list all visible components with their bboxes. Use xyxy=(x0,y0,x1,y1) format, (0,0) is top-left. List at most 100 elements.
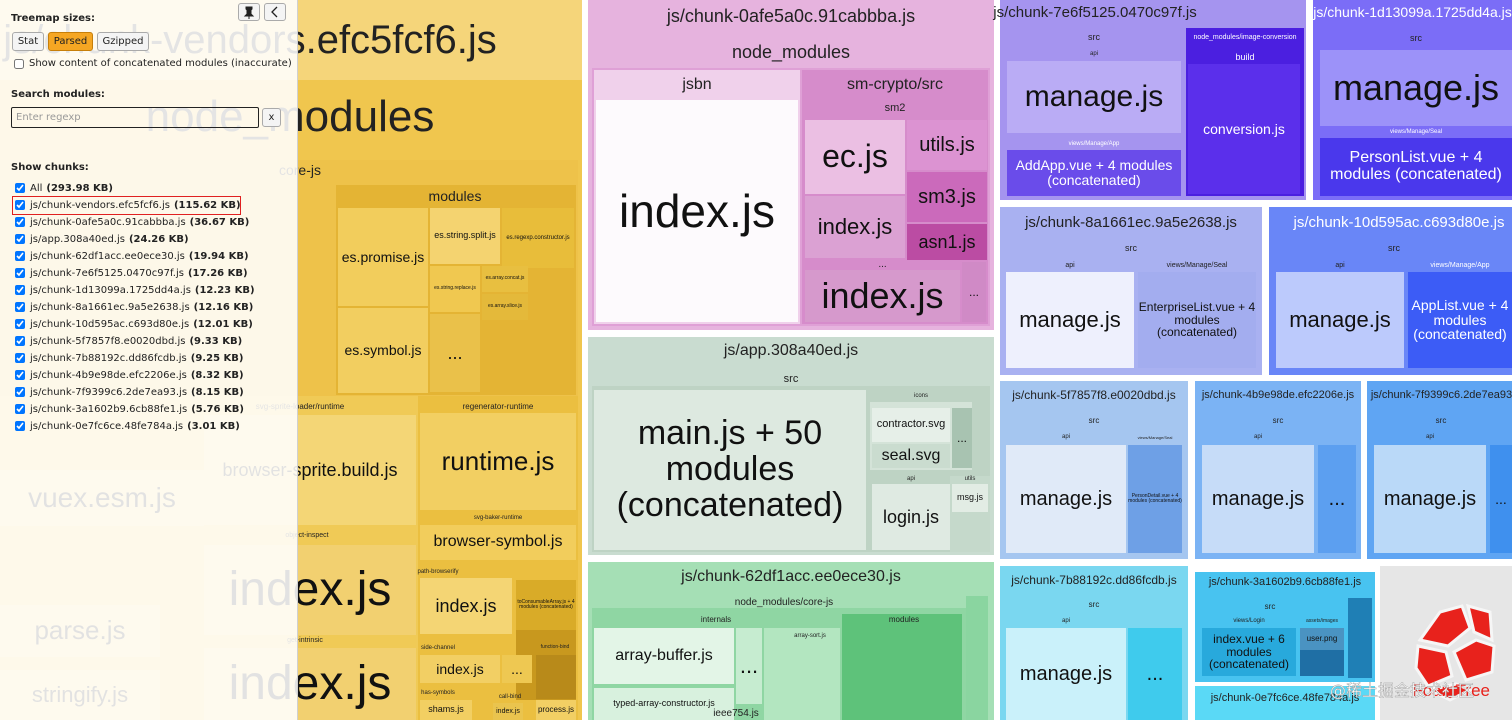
size-button[interactable]: Gzipped xyxy=(97,32,149,51)
group-label[interactable]: js/chunk-10d595ac.c693d80e.js xyxy=(1293,213,1505,231)
group-label[interactable]: js/chunk-0afe5a0c.91cabbba.js xyxy=(666,5,916,26)
chunk-checkbox[interactable] xyxy=(15,200,25,210)
group-label[interactable]: js/chunk-1d13099a.1725dd4a.js xyxy=(1313,4,1512,20)
group-label[interactable]: src xyxy=(1088,415,1100,425)
chunk-checkbox[interactable] xyxy=(15,251,25,261)
group-label[interactable]: views/Manage/Seal xyxy=(1389,129,1443,135)
module-cell[interactable]: ... xyxy=(502,655,532,683)
module-cell[interactable]: PersonList.vue + 4 modules (concatenated… xyxy=(1320,138,1512,196)
module-cell[interactable]: manage.js xyxy=(1006,272,1134,368)
module-cell[interactable]: login.js xyxy=(872,484,950,550)
group-label[interactable]: js/chunk-62df1acc.ee0ece30.js xyxy=(681,568,901,585)
module-cell[interactable]: runtime.js xyxy=(420,413,576,510)
module-cell[interactable]: AddApp.vue + 4 modules (concatenated) xyxy=(1007,150,1181,196)
group-label[interactable]: build xyxy=(1235,52,1255,62)
module-cell[interactable]: manage.js xyxy=(1374,445,1486,553)
module-cell[interactable]: ... xyxy=(430,314,480,392)
module-cell[interactable]: manage.js xyxy=(1006,445,1126,553)
module-cell[interactable]: browser-symbol.js xyxy=(420,525,576,560)
group-label[interactable]: api xyxy=(1065,261,1075,269)
module-cell[interactable]: es.promise.js xyxy=(338,208,428,306)
group-label[interactable]: node_modules/core-js xyxy=(734,596,834,608)
group-label[interactable]: api xyxy=(906,476,915,482)
group-label[interactable]: src xyxy=(1410,33,1422,43)
module-cell[interactable]: asn1.js xyxy=(907,224,987,260)
group-label[interactable]: src xyxy=(1435,415,1447,425)
module-cell[interactable]: manage.js xyxy=(1320,50,1512,126)
chunk-checkbox[interactable] xyxy=(15,302,25,312)
module-cell[interactable]: index.js xyxy=(805,270,960,322)
group-label[interactable]: src xyxy=(1088,599,1100,609)
group-label[interactable]: js/chunk-5f7857f8.e0020dbd.js xyxy=(1012,388,1176,402)
group-label[interactable]: src xyxy=(1088,32,1100,42)
concat-checkbox[interactable] xyxy=(14,58,24,69)
module-cell[interactable]: manage.js xyxy=(1006,628,1126,720)
module-cell[interactable]: es.string.replace.js xyxy=(430,266,480,312)
group-label[interactable]: jsbn xyxy=(682,76,712,93)
chunk-checkbox[interactable] xyxy=(15,404,25,414)
group-label[interactable]: icons xyxy=(913,393,928,399)
module-cell[interactable]: index.js xyxy=(420,655,500,683)
group-label[interactable]: js/chunk-3a1602b9.6cb88fe1.js xyxy=(1208,576,1362,588)
module-cell[interactable]: index.js xyxy=(493,703,523,720)
group-label[interactable]: ieee754.js xyxy=(713,707,759,719)
group-label[interactable]: ... xyxy=(878,258,887,270)
group-label[interactable]: api xyxy=(1253,434,1262,440)
module-cell[interactable]: typed-array-constructor.js xyxy=(594,688,734,720)
group-label[interactable]: js/chunk-7b88192c.dd86fcdb.js xyxy=(1011,573,1177,587)
group-label[interactable]: api xyxy=(1335,261,1345,269)
group-label[interactable]: has-symbols xyxy=(421,690,455,696)
group-label[interactable]: modules xyxy=(888,614,920,624)
group-label[interactable]: api xyxy=(1089,51,1098,57)
module-cell[interactable]: array-buffer.js xyxy=(594,628,734,684)
group-label[interactable]: views/Login xyxy=(1233,618,1265,624)
group-label[interactable]: src xyxy=(1125,243,1137,253)
group-label[interactable]: modules xyxy=(428,188,482,204)
module-cell[interactable]: es.string.split.js xyxy=(430,208,500,264)
module-cell[interactable]: ... xyxy=(952,408,972,468)
module-cell[interactable]: manage.js xyxy=(1276,272,1404,368)
group-label[interactable]: api xyxy=(1061,618,1070,624)
group-label[interactable]: js/chunk-8a1661ec.9a5e2638.js xyxy=(1025,213,1237,231)
module-cell[interactable]: index.js xyxy=(420,578,512,634)
group-label[interactable]: side-channel xyxy=(420,645,456,651)
module-cell[interactable]: contractor.svg xyxy=(872,408,950,442)
group-label[interactable]: src xyxy=(1388,243,1400,253)
module-cell[interactable]: toConsumableArray.js + 4 modules (concat… xyxy=(516,580,576,630)
group-label[interactable]: src xyxy=(1264,601,1276,611)
module-cell[interactable]: AppList.vue + 4 modules (concatenated) xyxy=(1408,272,1512,368)
chunk-checkbox[interactable] xyxy=(15,217,25,227)
group-label[interactable]: js/chunk-7f9399c6.2de7ea93.js xyxy=(1370,389,1512,401)
group-label[interactable]: assets/images xyxy=(1306,618,1338,624)
pin-button[interactable] xyxy=(238,3,260,21)
clear-button[interactable]: x xyxy=(262,108,281,127)
group-label[interactable]: path-browserify xyxy=(417,569,459,575)
module-cell[interactable]: es.array.concat.js xyxy=(482,266,528,292)
module-cell[interactable]: es.symbol.js xyxy=(338,308,428,393)
module-cell[interactable]: ... xyxy=(1128,628,1182,720)
group-label[interactable]: svg-baker-runtime xyxy=(473,515,523,521)
group-label[interactable]: utils xyxy=(964,476,976,482)
module-cell[interactable]: es.regexp.constructor.js xyxy=(502,208,574,268)
module-cell[interactable]: ... xyxy=(962,262,986,322)
module-cell[interactable]: ... xyxy=(736,628,762,704)
group-label[interactable]: js/chunk-0e7fc6ce.48fe784a.js xyxy=(1210,692,1360,704)
module-cell[interactable]: index.js xyxy=(596,100,798,322)
chunk-checkbox[interactable] xyxy=(15,268,25,278)
group-label[interactable]: js/app.308a40ed.js xyxy=(723,342,859,359)
group-label[interactable]: views/Manage/App xyxy=(1430,261,1490,269)
module-cell[interactable]: manage.js xyxy=(1202,445,1314,553)
chunk-checkbox[interactable] xyxy=(15,370,25,380)
chunk-checkbox[interactable] xyxy=(15,336,25,346)
search-input[interactable]: Enter regexp xyxy=(11,107,259,128)
module-cell[interactable]: index.js xyxy=(805,196,905,258)
chunk-checkbox[interactable] xyxy=(15,183,25,193)
group-label[interactable]: get-intrinsic xyxy=(287,636,323,644)
module-cell[interactable]: ec.js xyxy=(805,120,905,194)
group-label[interactable]: internals xyxy=(700,614,732,624)
group-label[interactable]: views/Manage/App xyxy=(1068,141,1120,147)
module-cell[interactable]: user.png xyxy=(1300,628,1344,650)
group-label[interactable]: sm2 xyxy=(884,102,906,114)
chunk-checkbox[interactable] xyxy=(15,387,25,397)
group-label[interactable]: call-bind xyxy=(498,694,522,700)
